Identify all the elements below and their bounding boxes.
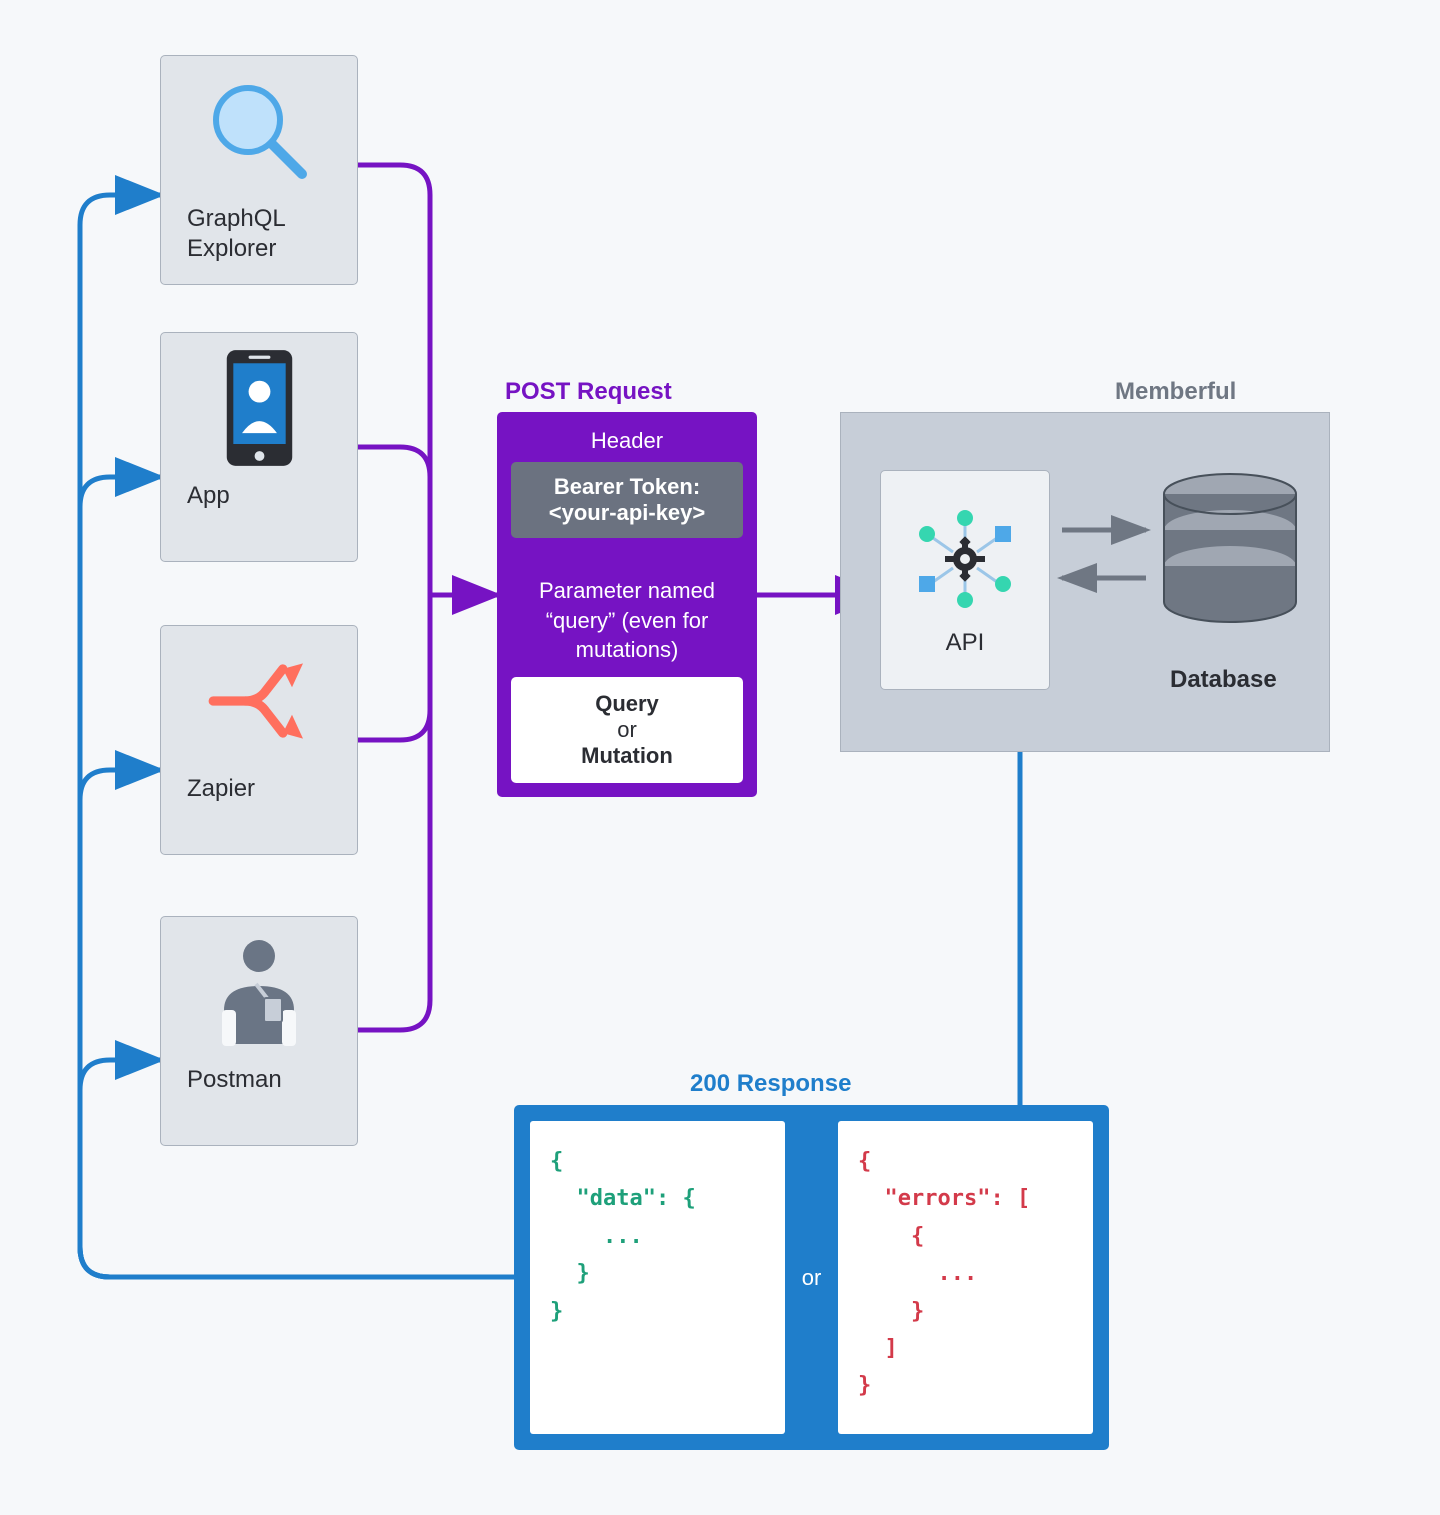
qm-or: or	[519, 717, 735, 743]
phone-icon	[204, 353, 314, 463]
response-or: or	[794, 1265, 830, 1291]
query-mutation-box: Query or Mutation	[511, 677, 743, 783]
bearer-line2: <your-api-key>	[519, 500, 735, 526]
response-data-panel: { "data": { ... } }	[530, 1121, 785, 1434]
qm-mutation: Mutation	[519, 743, 735, 769]
diagram-canvas: GraphQL Explorer App Zapier	[0, 0, 1440, 1515]
client-app: App	[160, 332, 358, 562]
client-label: GraphQL Explorer	[161, 204, 357, 264]
post-request-title: POST Request	[505, 378, 672, 406]
client-label: Postman	[161, 1065, 357, 1095]
bearer-token-box: Bearer Token: <your-api-key>	[511, 462, 743, 538]
qm-query: Query	[519, 691, 735, 717]
post-request-box: Header Bearer Token: <your-api-key> Para…	[497, 412, 757, 797]
client-postman: Postman	[160, 916, 358, 1146]
person-badge-icon	[204, 937, 314, 1047]
api-label: API	[946, 629, 985, 657]
response-title: 200 Response	[690, 1070, 851, 1098]
post-header-label: Header	[511, 428, 743, 454]
memberful-title: Memberful	[1115, 378, 1236, 406]
response-box: { "data": { ... } } or { "errors": [ { .…	[514, 1105, 1109, 1450]
client-graphql-explorer: GraphQL Explorer	[160, 55, 358, 285]
response-errors-panel: { "errors": [ { ... } ] }	[838, 1121, 1093, 1434]
split-arrows-icon	[204, 646, 314, 756]
client-label: App	[161, 481, 357, 511]
param-text: Parameter named “query” (even for mutati…	[511, 566, 743, 677]
database-label: Database	[1170, 666, 1277, 694]
bearer-line1: Bearer Token:	[519, 474, 735, 500]
api-icon	[905, 504, 1025, 619]
client-zapier: Zapier	[160, 625, 358, 855]
api-box: API	[880, 470, 1050, 690]
client-label: Zapier	[161, 774, 357, 804]
magnifier-icon	[204, 76, 314, 186]
